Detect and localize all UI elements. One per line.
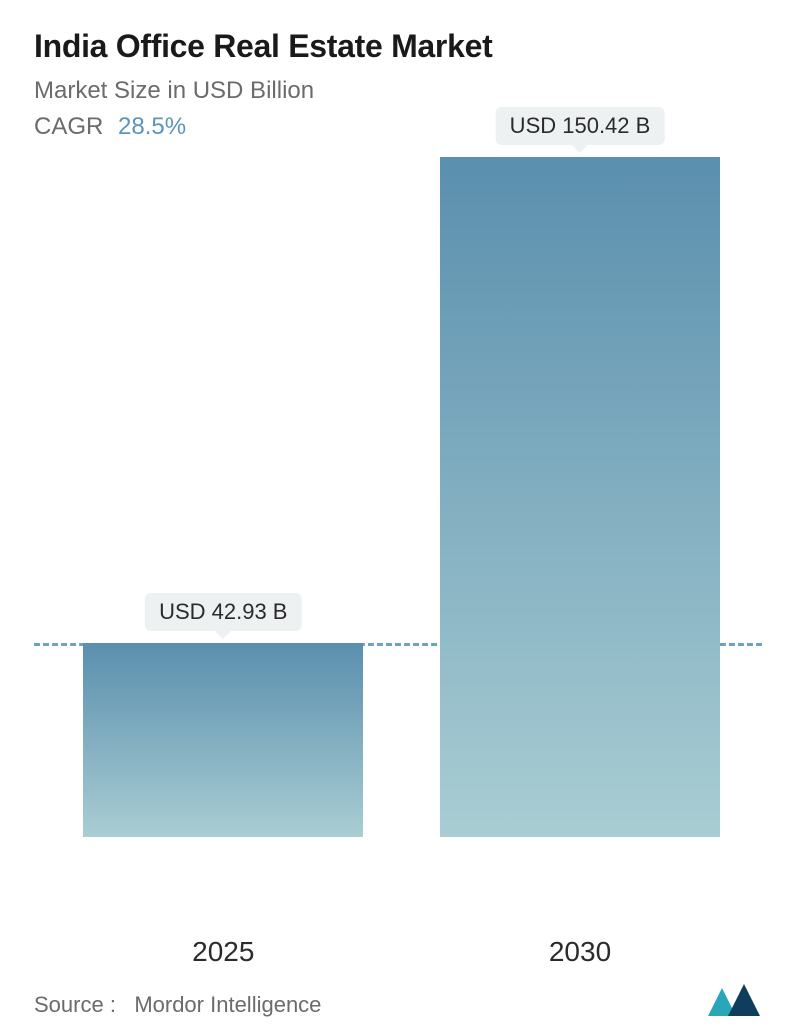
bar-value-text: USD 42.93 B: [145, 593, 301, 631]
source-name: Mordor Intelligence: [134, 992, 321, 1017]
chart-container: India Office Real Estate Market Market S…: [0, 0, 796, 1034]
cagr-label: CAGR: [34, 113, 103, 140]
plot-region: USD 42.93 BUSD 150.42 B: [34, 157, 762, 837]
x-axis-label: 2030: [549, 936, 611, 968]
x-axis: 2025 2030: [34, 936, 762, 976]
bar-value-tail: [215, 631, 231, 639]
chart-area: USD 42.93 BUSD 150.42 B 2025 2030: [34, 157, 762, 1014]
x-axis-label: 2025: [192, 936, 254, 968]
bar-value-text: USD 150.42 B: [496, 107, 665, 145]
chart-subtitle: Market Size in USD Billion: [34, 77, 762, 105]
bar: [83, 643, 363, 837]
brand-logo-icon: [706, 984, 762, 1018]
chart-title: India Office Real Estate Market: [34, 28, 762, 65]
source-text: Source : Mordor Intelligence: [34, 992, 321, 1018]
cagr-value: 28.5%: [118, 113, 186, 140]
source-label: Source :: [34, 992, 116, 1017]
bar-value-label: USD 150.42 B: [496, 107, 665, 153]
footer: Source : Mordor Intelligence: [34, 984, 762, 1018]
bar: [440, 157, 720, 837]
bar-value-label: USD 42.93 B: [145, 593, 301, 639]
bar-value-tail: [572, 145, 588, 153]
